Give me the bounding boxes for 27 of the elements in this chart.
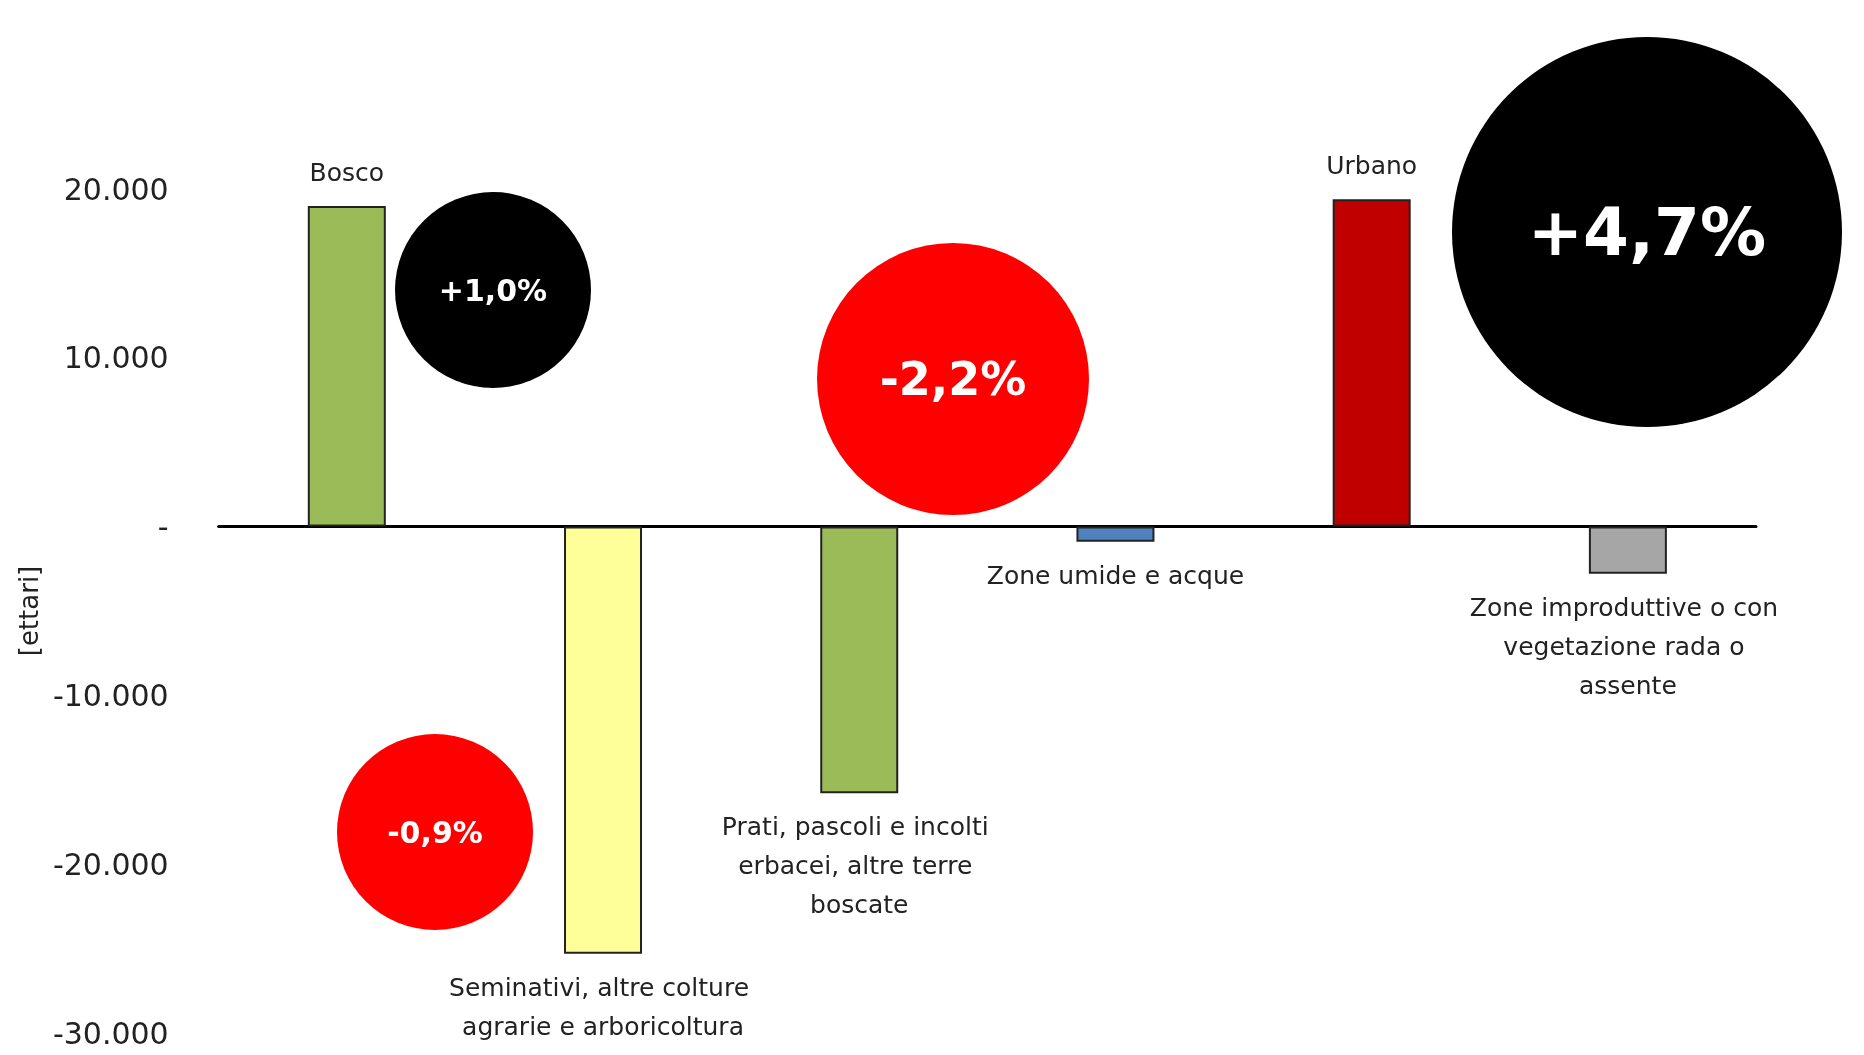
annotation: -0,9% — [387, 814, 483, 850]
x-tick-label: Zone umide e acque — [986, 560, 1245, 590]
bar — [820, 526, 899, 794]
annotation: +1,0% — [438, 272, 548, 308]
y-tick-label: -20.000 — [52, 846, 169, 882]
bar — [1076, 526, 1155, 542]
circle-badge: -2,2% — [817, 243, 1089, 515]
circle-badge: +4,7% — [1452, 37, 1842, 427]
y-axis-title: [ettari] — [14, 565, 44, 657]
y-tick-label: 20.000 — [63, 171, 169, 207]
y-tick-label: -30.000 — [52, 1015, 169, 1051]
x-tick-label: Prati, pascoli e incolti erbacei, altre terre boscate — [721, 812, 997, 920]
bar — [1332, 199, 1411, 527]
bar — [564, 526, 643, 954]
y-tick-label: 10.000 — [63, 340, 169, 376]
circle-badge: +1,0% — [395, 192, 591, 388]
y-tick-label: -10.000 — [52, 677, 169, 713]
circle-badge: -0,9% — [337, 734, 533, 930]
bar — [307, 205, 386, 527]
bar — [1588, 526, 1667, 574]
x-tick-label: Bosco — [309, 157, 385, 187]
x-tick-label: Urbano — [1326, 151, 1418, 181]
y-tick-label: - — [157, 509, 169, 545]
annotation: -2,2% — [879, 352, 1027, 406]
x-tick-label: Zone improduttive o con vegetazione rada o assente — [1469, 592, 1787, 700]
annotation: +4,7% — [1527, 193, 1767, 271]
x-tick-label: Seminativi, altre colture agrarie e arboricoltura — [449, 972, 757, 1041]
